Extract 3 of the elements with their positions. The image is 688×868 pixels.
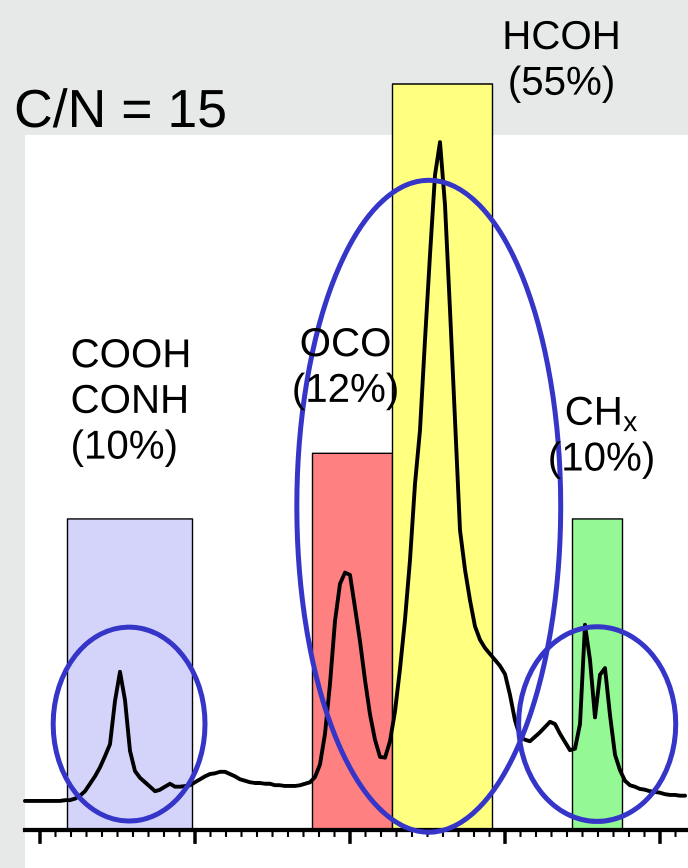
series-label: HCOH (55%): [506, 20, 618, 104]
series-label: COOH CONH (10%): [72, 339, 188, 467]
chart-title: C/N = 15: [16, 88, 225, 128]
